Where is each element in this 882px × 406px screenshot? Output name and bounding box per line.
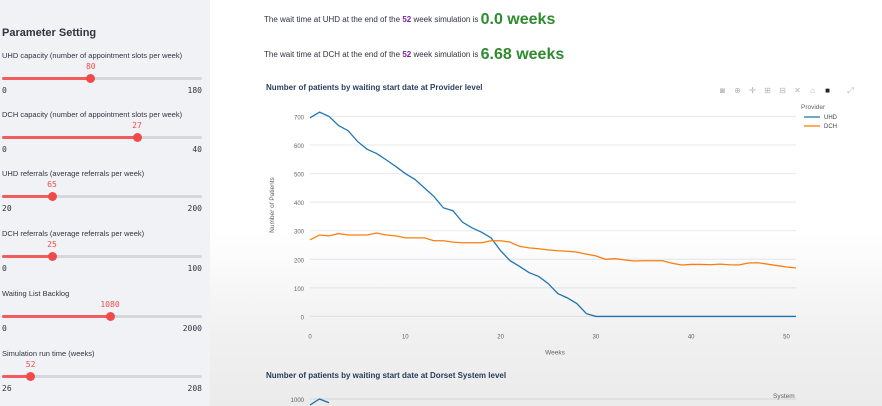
zoom-out-icon[interactable]: ⊟	[779, 86, 786, 95]
plotly-logo-icon[interactable]: ■	[825, 86, 830, 95]
y-tick-label: 400	[294, 201, 305, 207]
slider-max: 40	[192, 145, 202, 154]
param-slider: Simulation run time (weeks) 52 26 208	[0, 349, 206, 406]
slider-thumb[interactable]	[105, 312, 115, 321]
legend-item: UHD	[824, 115, 838, 121]
legend-title: System	[773, 393, 795, 400]
chart2-title: Number of patients by waiting start date…	[266, 371, 507, 380]
zoom-in-icon[interactable]: ⊞	[764, 86, 771, 95]
slider-fill	[2, 136, 137, 139]
dch-wait-value: 6.68 weeks	[480, 46, 565, 63]
slider-min: 0	[2, 145, 7, 154]
param-slider: DCH referrals (average referrals per wee…	[0, 229, 206, 289]
slider-max: 200	[187, 204, 202, 213]
uhd-wait-value: 0.0 weeks	[480, 11, 556, 28]
dch-weeks: 52	[402, 50, 412, 59]
slider-fill	[2, 255, 52, 258]
dch-wait-text: The wait time at DCH at the end of the 5…	[264, 46, 565, 63]
slider-value: 27	[132, 121, 142, 130]
x-tick-label: 50	[783, 334, 790, 340]
slider-track[interactable]	[2, 252, 202, 261]
provider-chart: 0 100 200 300 400 500 600 700 0 10 20 30 40 50 Weeks Nu…	[269, 104, 838, 356]
slider-track[interactable]	[2, 74, 202, 83]
param-label: UHD referrals (average referrals per wee…	[2, 169, 145, 178]
slider-min: 0	[2, 324, 7, 333]
slider-fill	[2, 375, 31, 378]
legend-title: Provider	[801, 104, 826, 111]
slider-thumb[interactable]	[47, 192, 57, 201]
slider-thumb[interactable]	[47, 252, 57, 261]
slider-value: 52	[25, 360, 36, 369]
slider-value: 65	[47, 180, 57, 189]
x-tick-label: 20	[497, 334, 504, 340]
slider-thumb[interactable]	[26, 372, 36, 381]
uhd-weeks: 52	[402, 15, 412, 24]
y-tick-label: 0	[301, 315, 305, 321]
main-content: The wait time at UHD at the end of the 5…	[210, 0, 882, 406]
param-label: Simulation run time (weeks)	[2, 349, 95, 358]
slider-max: 100	[187, 264, 202, 273]
slider-min: 26	[2, 384, 12, 393]
slider-min: 0	[2, 264, 7, 273]
slider-track[interactable]	[2, 372, 202, 381]
sidebar-title: Parameter Setting	[2, 27, 97, 39]
slider-track[interactable]	[2, 133, 202, 142]
slider-track[interactable]	[2, 192, 202, 201]
slider-fill	[2, 195, 52, 198]
slider-track[interactable]	[2, 312, 202, 321]
y-tick-label: 600	[294, 144, 305, 150]
y-tick-label: 300	[294, 230, 305, 236]
slider-value: 25	[47, 240, 57, 249]
param-slider: UHD referrals (average referrals per wee…	[0, 169, 206, 229]
param-slider: UHD capacity (number of appointment slot…	[0, 51, 206, 111]
slider-max: 2000	[182, 324, 202, 333]
home-icon[interactable]: ⌂	[810, 86, 815, 95]
sidebar: Parameter Setting UHD capacity (number o…	[0, 0, 210, 406]
series-line-dch	[309, 232, 797, 269]
slider-fill	[2, 77, 91, 80]
param-label: Waiting List Backlog	[2, 289, 70, 298]
pan-icon[interactable]: ✛	[749, 86, 756, 95]
fullscreen-icon[interactable]: ⤢	[847, 86, 854, 95]
x-tick-label: 10	[402, 334, 409, 340]
y-tick-label: 700	[294, 115, 305, 121]
param-label: UHD capacity (number of appointment slot…	[2, 51, 183, 60]
system-chart: 1000 System	[291, 393, 796, 406]
uhd-wait-text: The wait time at UHD at the end of the 5…	[264, 11, 556, 28]
param-slider: Waiting List Backlog 1080 0 2000	[0, 289, 206, 349]
slider-min: 0	[2, 86, 7, 95]
slider-min: 20	[2, 204, 12, 213]
x-tick-label: 0	[308, 334, 312, 340]
y-tick-label: 1000	[291, 398, 305, 404]
slider-max: 208	[187, 384, 202, 393]
y-axis-label: Number of Patients	[269, 176, 276, 232]
x-axis-label: Weeks	[545, 349, 565, 356]
slider-thumb[interactable]	[132, 133, 142, 142]
slider-value: 1080	[100, 300, 120, 309]
series-line-system	[309, 398, 330, 406]
x-tick-label: 30	[593, 334, 600, 340]
series-line-uhd	[309, 111, 796, 318]
zoom-icon[interactable]: ⊕	[734, 86, 741, 95]
param-label: DCH capacity (number of appointment slot…	[2, 110, 183, 119]
y-tick-label: 500	[294, 173, 305, 179]
param-label: DCH referrals (average referrals per wee…	[2, 229, 145, 238]
param-slider: DCH capacity (number of appointment slot…	[0, 110, 206, 170]
chart1-title: Number of patients by waiting start date…	[266, 83, 483, 92]
chart-toolbar: ◙ ⊕ ✛ ⊞ ⊟ ✕ ⌂ ■ ⤢	[718, 86, 855, 95]
slider-fill	[2, 315, 110, 318]
slider-max: 180	[187, 86, 202, 95]
legend-item: DCH	[824, 124, 837, 130]
slider-thumb[interactable]	[86, 74, 96, 83]
x-tick-label: 40	[688, 334, 695, 340]
y-tick-label: 200	[294, 258, 305, 264]
y-tick-label: 100	[294, 287, 305, 293]
camera-icon[interactable]: ◙	[720, 86, 725, 95]
slider-value: 80	[85, 62, 96, 71]
autoscale-icon[interactable]: ✕	[794, 86, 801, 95]
